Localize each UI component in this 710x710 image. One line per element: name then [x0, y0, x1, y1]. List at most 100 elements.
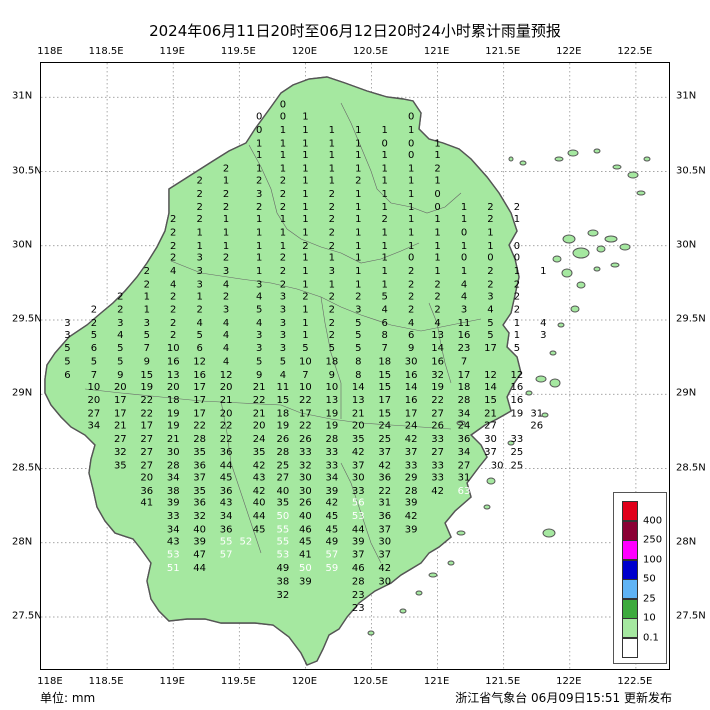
rainfall-value: 44 [220, 461, 233, 472]
rainfall-value: 1 [382, 227, 388, 238]
rainfall-value: 21 [484, 409, 497, 420]
rainfall-value: 21 [220, 395, 233, 406]
rainfall-value: 0 [408, 112, 414, 123]
rainfall-value: 25 [277, 461, 290, 472]
island-shape [456, 420, 466, 426]
rainfall-value: 45 [325, 511, 338, 522]
rainfall-value: 1 [355, 253, 361, 264]
rainfall-value: 27 [140, 447, 153, 458]
rainfall-value: 1 [382, 164, 388, 175]
rainfall-value: 2 [117, 291, 123, 302]
rainfall-value: 44 [193, 563, 206, 574]
rainfall-value: 30 [167, 447, 180, 458]
rainfall-value: 11 [458, 318, 471, 329]
rainfall-value: 7 [461, 357, 467, 368]
legend-swatch [622, 559, 638, 580]
rainfall-value: 7 [144, 343, 150, 354]
rainfall-value: 22 [140, 395, 153, 406]
rainfall-value: 13 [352, 395, 365, 406]
rainfall-value: 7 [382, 343, 388, 354]
rainfall-value: 1 [329, 253, 335, 264]
island-shape [486, 477, 496, 485]
rainfall-value: 33 [352, 486, 365, 497]
rainfall-value: 3 [223, 305, 229, 316]
rainfall-value: 28 [458, 395, 471, 406]
island-shape [610, 262, 620, 268]
rainfall-value: 1 [382, 253, 388, 264]
island-shape [549, 350, 557, 356]
rainfall-value: 1 [280, 214, 286, 225]
island-shape [572, 247, 590, 259]
rainfall-value: 53 [277, 550, 290, 561]
rainfall-value: 33 [431, 434, 444, 445]
rainfall-value: 25 [378, 434, 391, 445]
rainfall-value: 32 [277, 590, 290, 601]
rainfall-value: 43 [220, 498, 233, 509]
island-shape [415, 590, 423, 596]
rainfall-value: 40 [193, 524, 206, 535]
rainfall-value: 1 [256, 150, 262, 161]
rainfall-value: 1 [302, 125, 308, 136]
rainfall-value: 2 [170, 214, 176, 225]
rainfall-value: 1 [302, 202, 308, 213]
rainfall-value: 27 [277, 472, 290, 483]
rainfall-value: 0 [280, 100, 286, 111]
legend-label: 100 [643, 554, 663, 565]
rainfall-value: 16 [458, 330, 471, 341]
rainfall-value: 28 [277, 447, 290, 458]
rainfall-value: 2 [514, 279, 520, 290]
rainfall-value: 5 [487, 318, 493, 329]
rainfall-value: 42 [405, 511, 418, 522]
rainfall-value: 36 [220, 524, 233, 535]
rainfall-value: 4 [382, 305, 388, 316]
rainfall-value: 42 [253, 461, 266, 472]
rainfall-value: 4 [461, 291, 467, 302]
rainfall-value: 19 [167, 409, 180, 420]
rainfall-value: 32 [299, 461, 312, 472]
rainfall-value: 49 [325, 536, 338, 547]
rainfall-value: 2 [170, 241, 176, 252]
rainfall-value: 1 [461, 266, 467, 277]
rainfall-value: 15 [378, 370, 391, 381]
lon-label-bottom: 119E [159, 676, 185, 687]
rainfall-value: 1 [302, 266, 308, 277]
rainfall-value: 8 [355, 357, 361, 368]
rainfall-value: 2 [408, 266, 414, 277]
rainfall-value: 15 [277, 395, 290, 406]
lon-label-bottom: 120.5E [353, 676, 388, 687]
rainfall-value: 34 [167, 524, 180, 535]
lon-label-top: 119.5E [220, 46, 256, 57]
rainfall-value: 28 [325, 434, 338, 445]
rainfall-value: 51 [167, 563, 180, 574]
rainfall-value: 30 [299, 472, 312, 483]
rainfall-value: 8 [382, 330, 388, 341]
island-shape [562, 234, 576, 244]
island-shape [519, 160, 527, 166]
rainfall-value: 1 [329, 138, 335, 149]
rainfall-value: 2 [170, 227, 176, 238]
rainfall-value: 3 [64, 330, 70, 341]
rainfall-value: 36 [140, 486, 153, 497]
rainfall-value: 1 [408, 202, 414, 213]
rainfall-value: 45 [325, 524, 338, 535]
rainfall-value: 22 [431, 395, 444, 406]
rainfall-value: 19 [140, 382, 153, 393]
island-shape [596, 245, 606, 253]
rainfall-value: 2 [256, 202, 262, 213]
rainfall-value: 2 [170, 330, 176, 341]
rainfall-value: 4 [408, 318, 414, 329]
island-shape [612, 164, 622, 170]
lon-label-bottom: 120E [291, 676, 318, 687]
unit-label: 单位: mm [40, 691, 96, 705]
rainfall-value: 2 [329, 214, 335, 225]
rainfall-value: 18 [325, 357, 338, 368]
rainfall-value: 40 [277, 486, 290, 497]
rainfall-value: 32 [431, 370, 444, 381]
rainfall-value: 40 [299, 511, 312, 522]
rainfall-value: 30 [378, 536, 391, 547]
island-shape [456, 530, 466, 536]
rainfall-value: 12 [484, 370, 497, 381]
island-shape [561, 268, 573, 278]
rainfall-value: 31 [530, 409, 543, 420]
